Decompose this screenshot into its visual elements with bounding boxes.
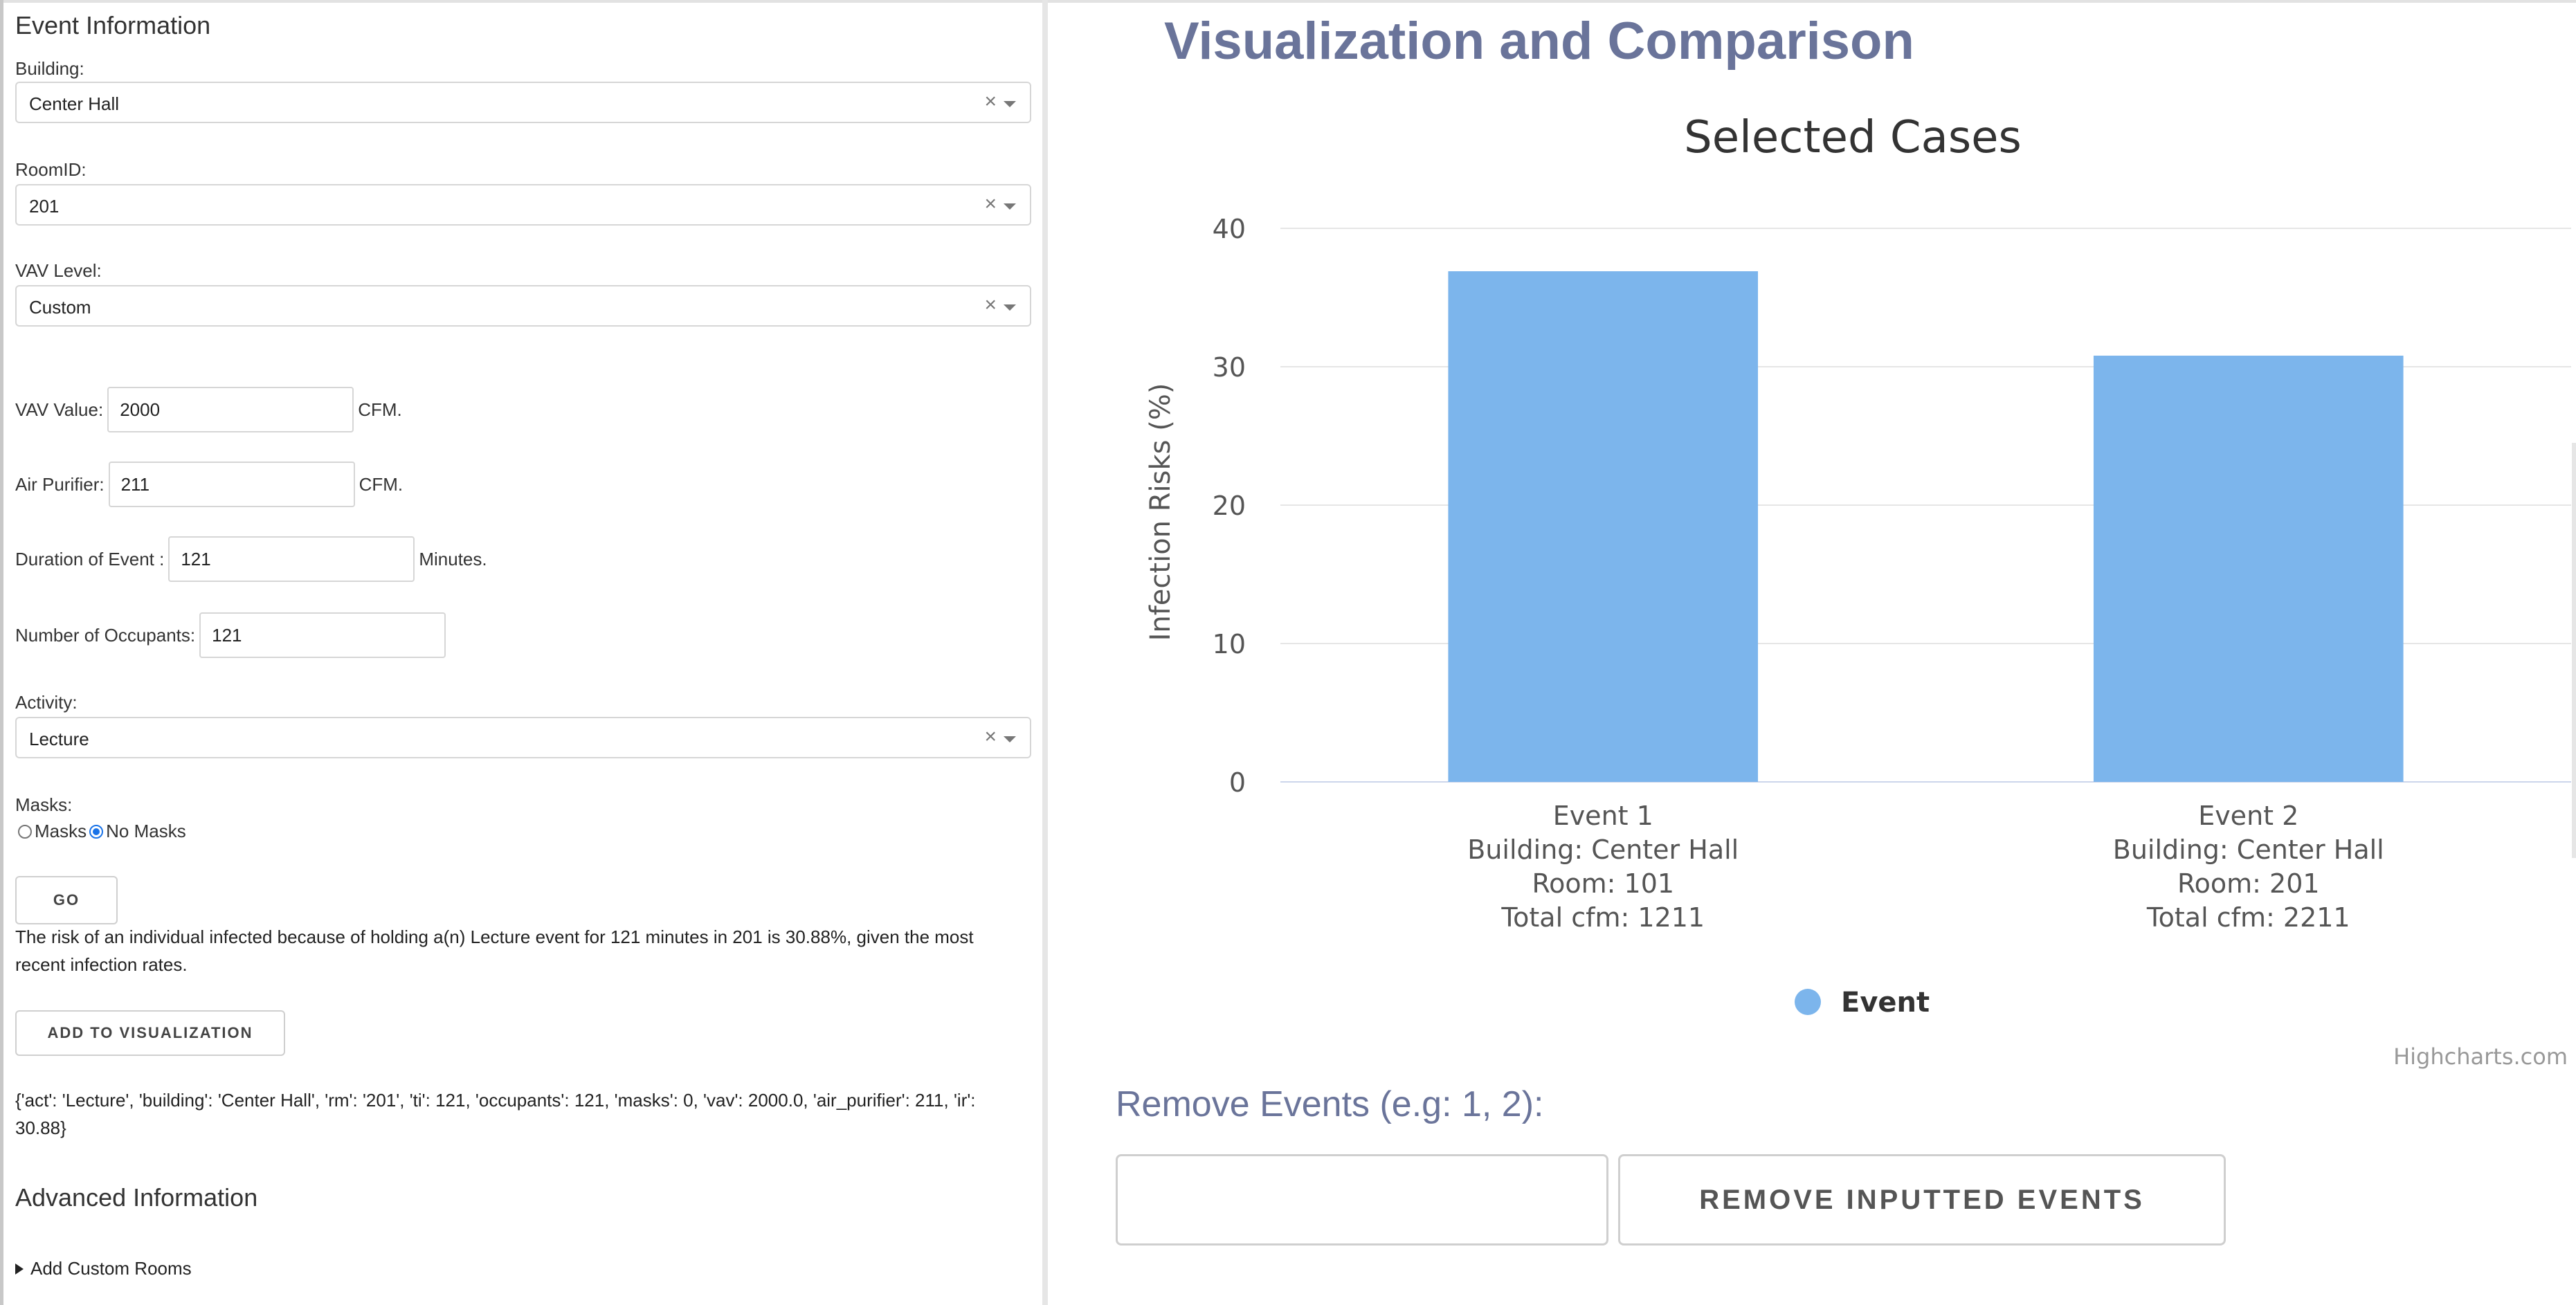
air-purifier-label: Air Purifier: [15,473,105,495]
building-select[interactable]: Center Hall × [15,82,1031,123]
frame-top-line [0,0,2576,3]
air-purifier-row: Air Purifier: CFM. [15,461,403,508]
event-info-title: Event Information [15,11,211,39]
vav-value-row: VAV Value: CFM. [15,386,402,433]
duration-row: Duration of Event : Minutes. [15,536,487,583]
frame-left-border [0,0,3,1305]
bar-event-2[interactable] [2093,356,2404,782]
occupants-input[interactable] [199,612,446,658]
chevron-down-icon[interactable] [1004,203,1016,210]
chevron-down-icon[interactable] [1004,304,1016,311]
occupants-row: Number of Occupants: [15,612,450,659]
debug-output-text: {'act': 'Lecture', 'building': 'Center H… [15,1090,976,1138]
scrollbar-track[interactable] [2572,443,2576,858]
air-purifier-input[interactable] [108,462,355,507]
remove-events-label: Remove Events (e.g: 1, 2): [1116,1084,1544,1124]
page-title: Visualization and Comparison [1164,12,1914,71]
activity-select[interactable]: Lecture × [15,717,1031,758]
highcharts-credit[interactable]: Highcharts.com [2393,1043,2568,1070]
panel-divider[interactable] [1042,0,1048,1305]
x-category-label: Event 2 Building: Center Hall Room: 201 Tot… [2113,801,2384,933]
go-button[interactable]: GO [15,876,118,924]
activity-select-value: Lecture [29,729,89,749]
vav-level-label: VAV Level: [15,260,102,281]
room-select-value: 201 [29,196,60,217]
chevron-down-icon[interactable] [1004,101,1016,107]
air-purifier-unit: CFM. [359,473,403,495]
occupants-label: Number of Occupants: [15,624,196,646]
duration-label: Duration of Event : [15,548,165,569]
clear-icon[interactable]: × [984,90,997,113]
risk-result-text: The risk of an individual infected becau… [15,927,974,975]
add-to-visualization-button[interactable]: ADD TO VISUALIZATION [15,1010,285,1056]
y-axis-label: Infection Risks (%) [1145,383,1177,641]
clear-icon[interactable]: × [984,192,997,215]
y-tick-label: 40 [1213,214,1246,244]
x-category-label: Event 1 Building: Center Hall Room: 101 Tot… [1467,801,1739,933]
masks-label: Masks: [15,794,73,815]
masks-radio-group: Masks No Masks [18,821,186,842]
chevron-down-icon[interactable] [1004,736,1016,742]
y-tick-label: 30 [1213,352,1246,383]
advanced-info-title: Advanced Information [15,1183,258,1212]
legend-marker[interactable] [1795,989,1821,1015]
vav-value-unit: CFM. [358,399,402,420]
duration-input[interactable] [168,536,415,582]
bar-event-1[interactable] [1448,271,1759,782]
no-masks-radio[interactable] [89,824,104,839]
triangle-right-icon [15,1263,24,1275]
no-masks-radio-label[interactable]: No Masks [106,821,186,841]
y-tick-label: 20 [1213,491,1246,521]
vav-value-input[interactable] [107,387,354,432]
event-form-panel: Event Information Building: Center Hall … [15,0,1037,1305]
add-custom-rooms-toggle[interactable]: Add Custom Rooms [15,1258,192,1279]
y-tick-label: 10 [1213,629,1246,659]
y-tick-label: 0 [1229,767,1246,798]
room-select[interactable]: 201 × [15,184,1031,226]
clear-icon[interactable]: × [984,725,997,748]
remove-events-input[interactable] [1116,1154,1608,1245]
duration-unit: Minutes. [419,548,487,569]
remove-inputted-events-button[interactable]: REMOVE INPUTTED EVENTS [1618,1154,2226,1245]
room-label: RoomID: [15,159,87,180]
building-label: Building: [15,58,84,79]
chart-title: Selected Cases [1684,112,2022,163]
activity-label: Activity: [15,692,78,713]
masks-radio[interactable] [18,824,32,839]
masks-radio-label[interactable]: Masks [35,821,87,841]
bar-chart: Selected Cases 0 10 20 30 40 Infection Risks… [1145,112,2571,1070]
vav-value-label: VAV Value: [15,399,104,420]
vav-level-select-value: Custom [29,297,91,318]
vav-level-select[interactable]: Custom × [15,285,1031,327]
clear-icon[interactable]: × [984,293,997,316]
building-select-value: Center Hall [29,93,120,114]
add-custom-rooms-label[interactable]: Add Custom Rooms [30,1258,192,1279]
legend-label[interactable]: Event [1841,987,1930,1019]
